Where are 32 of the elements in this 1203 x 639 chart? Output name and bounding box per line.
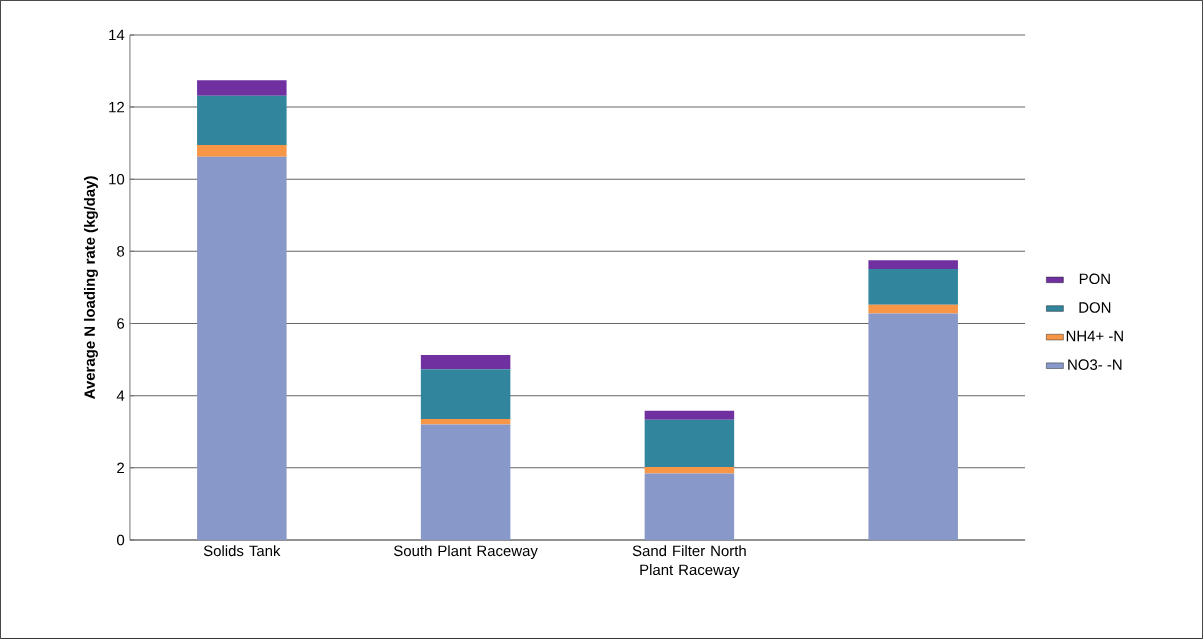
legend-label: NO3- -N xyxy=(1068,359,1122,370)
bar xyxy=(644,410,735,420)
bar xyxy=(420,369,511,420)
bar xyxy=(197,144,287,157)
bar xyxy=(197,156,287,541)
y-tick-label: 12 xyxy=(109,101,124,113)
bar xyxy=(644,467,735,474)
bar xyxy=(197,80,287,96)
bar xyxy=(420,354,511,370)
bar xyxy=(197,95,287,145)
y-tick-label: 8 xyxy=(117,246,125,257)
x-tick-label: South Plant Raceway xyxy=(394,545,538,560)
bar xyxy=(420,424,511,541)
bar xyxy=(868,260,958,270)
bar xyxy=(644,419,735,468)
bar xyxy=(868,313,958,541)
legend-label: DON xyxy=(1079,302,1111,313)
y-tick-label: 0 xyxy=(117,534,125,546)
bar xyxy=(868,304,958,314)
bar xyxy=(868,269,958,305)
x-tick-label: Sand Filter North Plant Raceway xyxy=(632,545,746,579)
legend-label: PON xyxy=(1079,273,1110,285)
x-tick-label: Solids Tank xyxy=(203,545,281,557)
y-tick-label: 6 xyxy=(117,318,125,329)
y-tick-label: 10 xyxy=(109,173,125,185)
legend-label: NH4+ -N xyxy=(1066,330,1123,342)
bar xyxy=(644,473,735,541)
y-tick-label: 2 xyxy=(117,462,124,474)
bar xyxy=(420,419,511,425)
y-tick-label: 4 xyxy=(116,390,125,401)
y-tick-label: 14 xyxy=(109,29,125,41)
y-axis-title: Average N loading rate (kg/day) xyxy=(83,176,98,399)
